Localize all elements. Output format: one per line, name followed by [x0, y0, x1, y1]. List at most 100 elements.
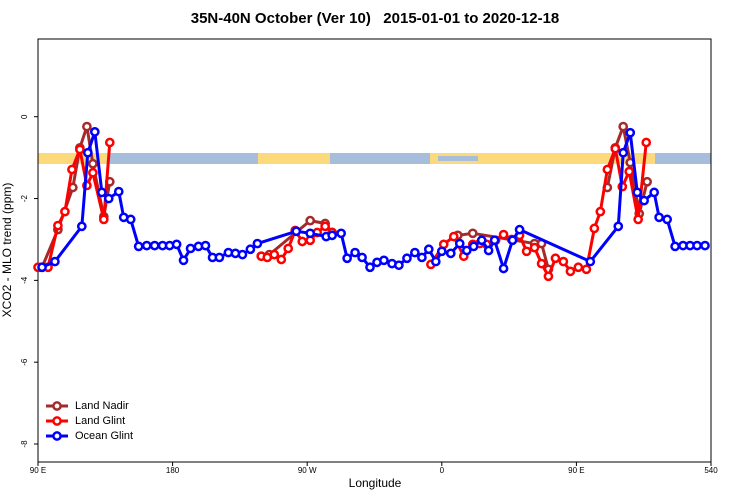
series-point — [585, 256, 596, 267]
x-axis-label: Longitude — [349, 476, 402, 490]
series-point — [291, 226, 302, 237]
x-tick-label: 180 — [166, 466, 180, 475]
series-point — [76, 221, 87, 232]
series-point — [633, 214, 644, 225]
series-point — [543, 271, 554, 282]
series-point — [436, 246, 447, 257]
series-point — [394, 260, 404, 271]
series-point — [430, 256, 441, 267]
series-point — [670, 241, 680, 252]
series-point — [613, 221, 624, 232]
series-point — [50, 256, 60, 267]
series-point — [342, 253, 352, 264]
series-point — [445, 248, 456, 259]
series-point — [610, 143, 621, 154]
y-tick-label: -2 — [20, 194, 29, 202]
series-point — [589, 223, 600, 234]
series-point — [104, 137, 115, 148]
series-point — [133, 241, 144, 252]
legend-swatch-point — [52, 431, 62, 441]
series-point — [297, 236, 308, 247]
series-point — [178, 255, 189, 266]
series-point — [252, 238, 263, 249]
series-point — [276, 254, 287, 265]
series-point — [639, 195, 649, 206]
series-point — [700, 240, 710, 251]
y-axis-label: XCO2 - MLO trend (ppm) — [0, 183, 14, 318]
series-point — [82, 121, 92, 132]
series-point — [558, 256, 569, 267]
x-tick-label: 0 — [440, 466, 445, 475]
series-point — [75, 144, 85, 155]
series-point — [379, 255, 389, 266]
series-point — [37, 262, 47, 273]
series-point — [595, 206, 606, 217]
legend-label: Land Glint — [75, 415, 125, 427]
series-point — [327, 230, 338, 241]
legend-label: Ocean Glint — [75, 430, 133, 442]
series-point — [448, 231, 459, 242]
series-point — [214, 252, 225, 263]
series-point — [565, 266, 576, 277]
chart-title: 35N-40N October (Ver 10) 2015-01-01 to 2… — [191, 10, 560, 27]
series-point — [521, 246, 532, 257]
series-point — [336, 228, 346, 239]
series-point — [573, 262, 584, 273]
series-point — [357, 252, 367, 263]
series-point — [269, 249, 280, 260]
series-point — [350, 247, 360, 258]
series-point — [171, 239, 182, 250]
surface-strip — [38, 153, 711, 164]
series-point — [103, 193, 114, 204]
series-point — [476, 235, 487, 246]
plot-frame — [37, 38, 712, 463]
series-point — [581, 264, 592, 275]
series-point — [550, 253, 561, 264]
series-point — [461, 245, 472, 256]
y-tick-label: 0 — [20, 114, 29, 119]
series-point — [625, 127, 636, 138]
series-point — [245, 244, 256, 255]
series-point — [98, 214, 109, 225]
series-point — [641, 137, 652, 148]
x-tick-label: 90 E — [30, 466, 46, 475]
series-point — [237, 249, 248, 260]
series-point — [305, 228, 316, 239]
series-point — [454, 238, 465, 249]
series-point — [410, 247, 420, 258]
series-point — [507, 235, 518, 246]
series-point — [514, 224, 525, 235]
series-point — [53, 220, 63, 231]
series-point — [467, 228, 478, 239]
series-point — [283, 243, 294, 254]
series-point — [423, 244, 434, 255]
y-tick-label: -4 — [20, 276, 29, 284]
series-point — [618, 147, 629, 158]
series-point — [632, 187, 643, 198]
series-point — [489, 235, 500, 246]
series-point — [649, 187, 660, 198]
series-point — [185, 243, 196, 254]
series-point — [365, 262, 375, 273]
legend-swatch-point — [52, 416, 62, 426]
series-point — [320, 221, 330, 232]
series-point — [662, 214, 673, 225]
series-point — [141, 240, 152, 251]
series-point — [305, 215, 316, 226]
series-point — [417, 252, 427, 263]
series-point — [89, 127, 100, 137]
x-tick-label: 540 — [704, 466, 718, 475]
series-point — [125, 214, 136, 225]
x-tick-label: 90 E — [568, 466, 584, 475]
series-point — [88, 158, 98, 169]
series-point — [642, 176, 652, 187]
series-point — [82, 147, 93, 158]
series-point — [624, 166, 635, 177]
series-point — [483, 245, 494, 256]
series-point — [60, 206, 70, 217]
series-point — [113, 186, 124, 197]
series-point — [529, 242, 540, 253]
series-point — [402, 253, 412, 264]
y-tick-label: -6 — [20, 358, 29, 366]
